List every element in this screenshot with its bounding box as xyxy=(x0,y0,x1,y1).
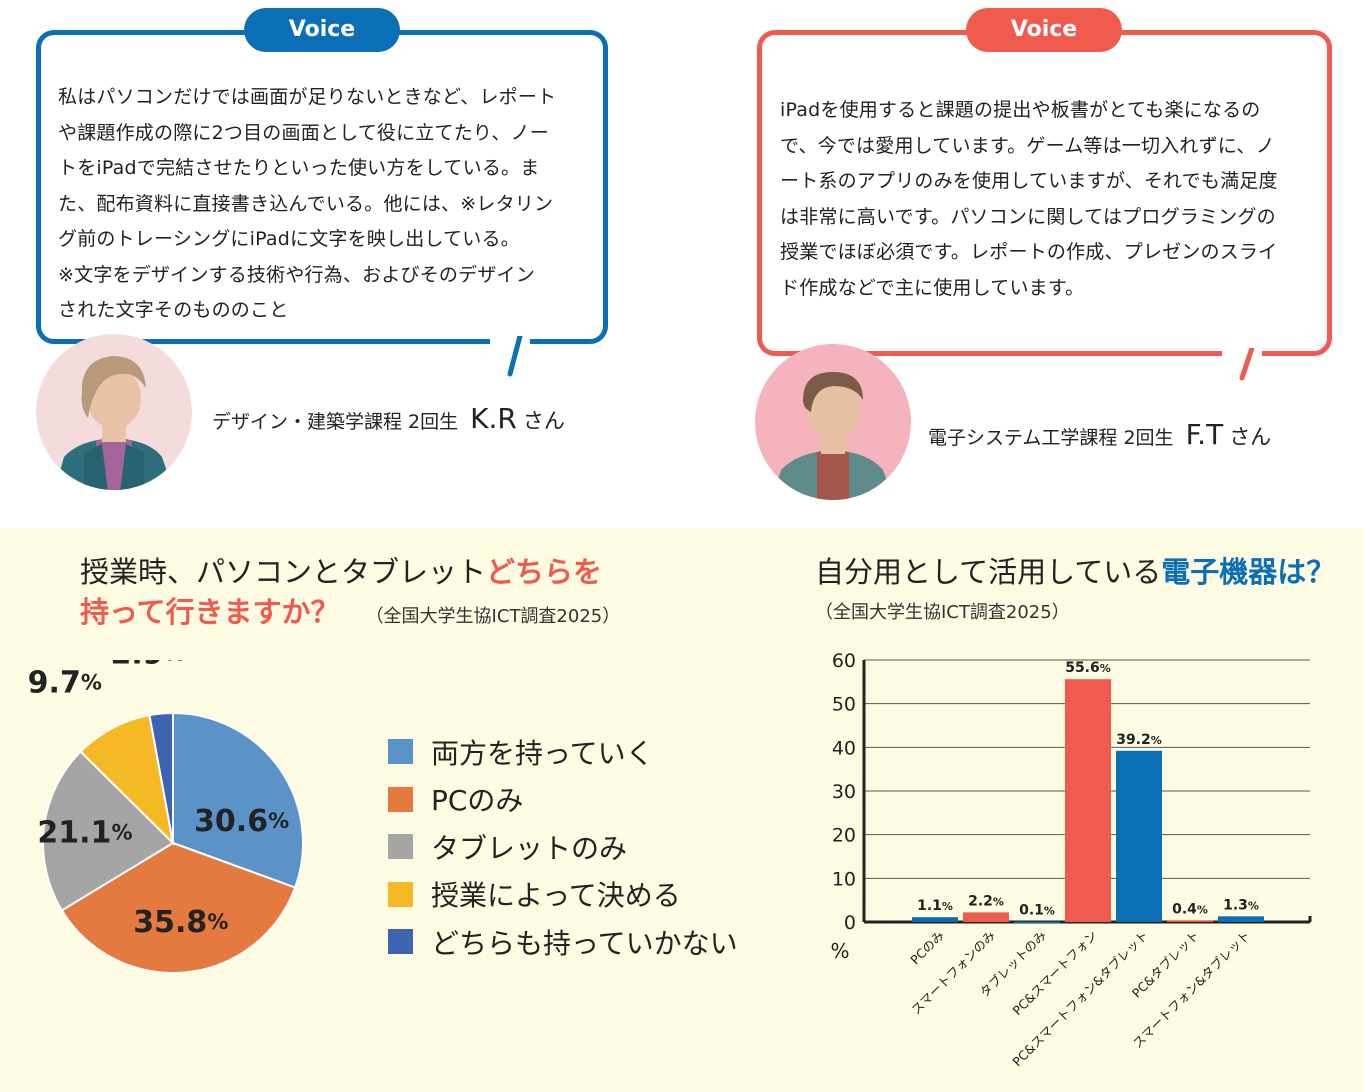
bar xyxy=(1014,921,1060,924)
legend-item: タブレットのみ xyxy=(388,823,738,871)
bar-title-part1: 自分用として活用している xyxy=(815,555,1162,589)
pie-value-label: 35.8% xyxy=(133,905,228,940)
bar-value-label: 2.2% xyxy=(968,893,1004,909)
bar xyxy=(1218,916,1264,922)
bar-chart: 0102030405060%1.1%PCのみ2.2%スマートフォンのみ0.1%タ… xyxy=(830,650,1312,1069)
student-honorific-right: さん xyxy=(1229,425,1272,449)
quote-line: 授業でほぼ必須です。レポートの作成、プレゼンのスライ xyxy=(780,241,1278,263)
quote-line: 私はパソコンだけでは画面が足りないときなど、レポート xyxy=(58,86,557,108)
bar xyxy=(1167,920,1213,922)
quote-line: た、配布資料に直接書き込んでいる。他には、※レタリン xyxy=(58,192,554,215)
bar xyxy=(1065,679,1111,922)
legend-label: 両方を持っていく xyxy=(431,736,654,770)
y-tick-label: 50 xyxy=(832,694,856,716)
legend-swatch xyxy=(388,786,413,812)
bar-value-label: 1.3% xyxy=(1223,897,1259,913)
pie-slice xyxy=(172,711,304,889)
pie-chart-source: （全国大学生協ICT調査2025） xyxy=(365,606,621,627)
bar-title-highlight: 電子機器は？ xyxy=(1161,555,1336,589)
legend-label: どちらも持っていかない xyxy=(431,926,738,960)
legend-item: PCのみ xyxy=(388,776,738,824)
quote-line: ド作成などで主に使用しています。 xyxy=(780,276,1085,299)
pie-slice xyxy=(42,750,175,912)
legend-label: PCのみ xyxy=(431,784,524,818)
student-avatar-right-icon xyxy=(755,344,911,500)
x-tick-label: PCのみ xyxy=(907,928,947,968)
voice-badge-left: Voice xyxy=(244,8,400,52)
student-credit-left: デザイン・建築学課程 2回生 K.R さん xyxy=(212,402,565,435)
pie-chart-title: 授業時、パソコンとタブレットどちらを 持って行きますか？ （全国大学生協ICT調査… xyxy=(80,552,620,637)
legend-swatch xyxy=(388,881,413,907)
quote-line: グ前のトレーシングにiPadに文字を映し出している。 xyxy=(58,228,520,250)
voice-quote-left: 私はパソコンだけでは画面が足りないときなど、レポート や課題作成の際に2つ目の画面… xyxy=(58,80,593,329)
pie-slice xyxy=(79,713,175,846)
student-course-right: 電子システム工学課程 2回生 xyxy=(928,427,1174,449)
pie-value-label: 21.1% xyxy=(37,815,132,850)
voice-quote-right: iPadを使用すると課題の提出や板書がとても楽になるの で、今では愛用しています。… xyxy=(780,93,1318,306)
pie-value-label: 9.7% xyxy=(28,665,102,700)
bar-chart-source: （全国大学生協ICT調査2025） xyxy=(815,602,1070,623)
quote-line: iPadを使用すると課題の提出や板書がとても楽になるの xyxy=(780,99,1261,121)
y-tick-label: 10 xyxy=(832,868,856,890)
quote-line: ート系のアプリのみを使用していますが、それでも満足度 xyxy=(780,170,1278,192)
y-tick-label: 40 xyxy=(832,737,856,759)
y-tick-label: 30 xyxy=(832,781,856,803)
voice-bubble-right xyxy=(757,30,1332,356)
legend-swatch xyxy=(388,929,413,955)
quote-line: で、今では愛用しています。ゲーム等は一切入れずに、ノ xyxy=(780,134,1275,157)
y-tick-label: 20 xyxy=(832,825,856,847)
x-tick-label: PC&スマートフォン xyxy=(1010,928,1101,1019)
quote-line: は非常に高いです。パソコンに関してはプログラミングの xyxy=(780,205,1276,228)
legend-label: タブレットのみ xyxy=(431,831,628,865)
legend-item: どちらも持っていかない xyxy=(388,918,738,966)
bar xyxy=(1116,750,1162,922)
student-name-right: F.T xyxy=(1185,418,1224,451)
legend-swatch xyxy=(388,739,413,765)
student-credit-right: 電子システム工学課程 2回生 F.T さん xyxy=(928,418,1271,451)
bar-value-label: 0.1% xyxy=(1019,903,1055,919)
pie-title-part1: 授業時、パソコンとタブレット xyxy=(80,555,487,589)
quote-line: された文字そのもののこと xyxy=(58,299,289,321)
student-name-left: K.R xyxy=(470,402,517,435)
pie-value-label: 2.9% xyxy=(111,660,185,671)
legend-item: 授業によって決める xyxy=(388,871,738,919)
bubble-tail-right-icon xyxy=(1222,348,1262,381)
bar-value-label: 39.2% xyxy=(1116,732,1162,748)
pie-chart: 30.6% 35.8% 21.1% 9.7% 2.9% xyxy=(28,660,304,974)
pie-legend: 両方を持っていく PCのみタブレットのみ授業によって決めるどちらも持っていかない xyxy=(388,728,738,966)
quote-line: ※文字をデザインする技術や行為、およびそのデザイン xyxy=(58,263,535,286)
bar-value-label: 1.1% xyxy=(917,898,953,914)
y-tick-label: 60 xyxy=(832,650,856,672)
bar-value-label: 55.6% xyxy=(1065,660,1111,676)
pie-slice xyxy=(148,711,174,844)
quote-line: トをiPadで完結させたりといった使い方をしている。ま xyxy=(58,157,540,179)
student-avatar-left-icon xyxy=(36,334,192,490)
bar-value-label: 0.4% xyxy=(1172,901,1208,917)
y-axis-label: % xyxy=(830,939,849,963)
pie-title-highlight2: 持って行きますか？ xyxy=(80,595,340,629)
legend-item: 両方を持っていく xyxy=(388,728,738,776)
voice-bubble-left xyxy=(36,30,608,344)
quote-line: や課題作成の際に2つ目の画面として役に立てたり、ノー xyxy=(58,121,549,144)
bar xyxy=(912,917,958,922)
bar-chart-title: 自分用として活用している電子機器は？ xyxy=(815,552,1335,592)
y-tick-label: 0 xyxy=(844,912,856,934)
pie-title-highlight1: どちらを xyxy=(486,555,603,589)
bubble-tail-left-icon xyxy=(490,336,530,377)
legend-label: 授業によって決める xyxy=(431,879,681,913)
student-honorific-left: さん xyxy=(522,409,565,433)
legend-swatch xyxy=(388,834,413,860)
student-course-left: デザイン・建築学課程 2回生 xyxy=(212,411,459,433)
voice-badge-right: Voice xyxy=(966,8,1122,52)
bar xyxy=(963,912,1009,922)
pie-value-label: 30.6% xyxy=(194,804,289,839)
